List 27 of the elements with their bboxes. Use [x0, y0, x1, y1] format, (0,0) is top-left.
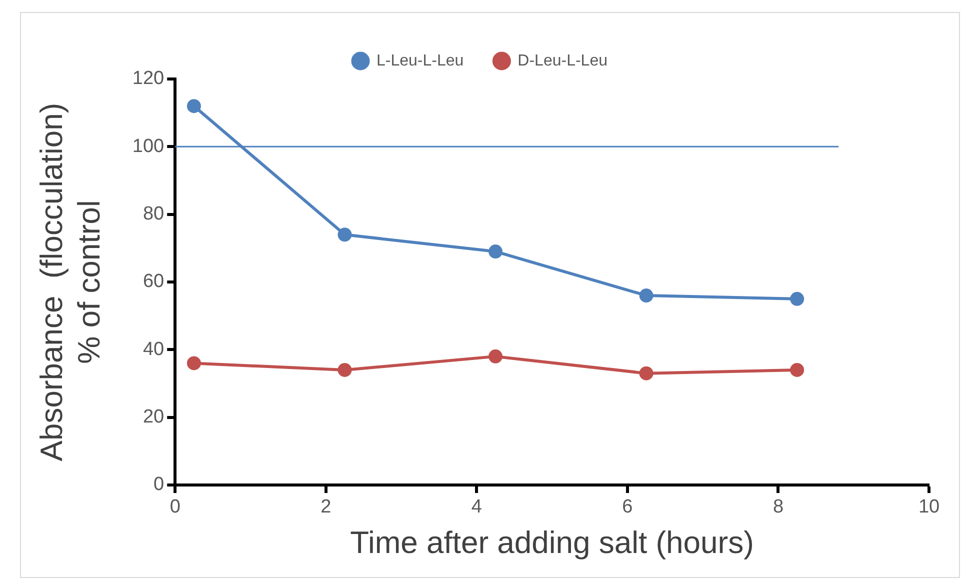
- x-axis-title: Time after adding salt (hours): [350, 524, 754, 560]
- point: [639, 366, 654, 380]
- legend-label: D-Leu-L-Leu: [518, 52, 608, 70]
- point: [338, 362, 352, 377]
- point: [790, 292, 804, 306]
- y-tick-label: 60: [142, 271, 164, 292]
- y-tick-label: 100: [132, 136, 164, 157]
- x-tick-label: 6: [622, 496, 633, 518]
- point: [186, 356, 201, 370]
- point: [488, 349, 503, 364]
- point: [186, 99, 201, 114]
- y-tick-label: 120: [132, 68, 164, 90]
- point: [338, 228, 352, 242]
- x-tick-label: 4: [471, 496, 482, 518]
- y-axis-title: Absorbance (flocculation) % of control: [34, 102, 106, 462]
- y-tick-label: 0: [154, 474, 164, 496]
- point: [790, 362, 804, 377]
- x-tick-label: 0: [170, 496, 180, 518]
- y-tick-label: 20: [142, 406, 164, 428]
- y-tick-label: 80: [142, 204, 164, 225]
- y-tick-label: 40: [142, 338, 164, 360]
- legend-label: L-Leu-L-Leu: [376, 52, 464, 70]
- point: [639, 288, 654, 303]
- x-tick-label: 8: [772, 496, 784, 518]
- x-tick-label: 10: [918, 496, 940, 518]
- x-tick-label: 2: [320, 496, 332, 518]
- point: [488, 244, 503, 259]
